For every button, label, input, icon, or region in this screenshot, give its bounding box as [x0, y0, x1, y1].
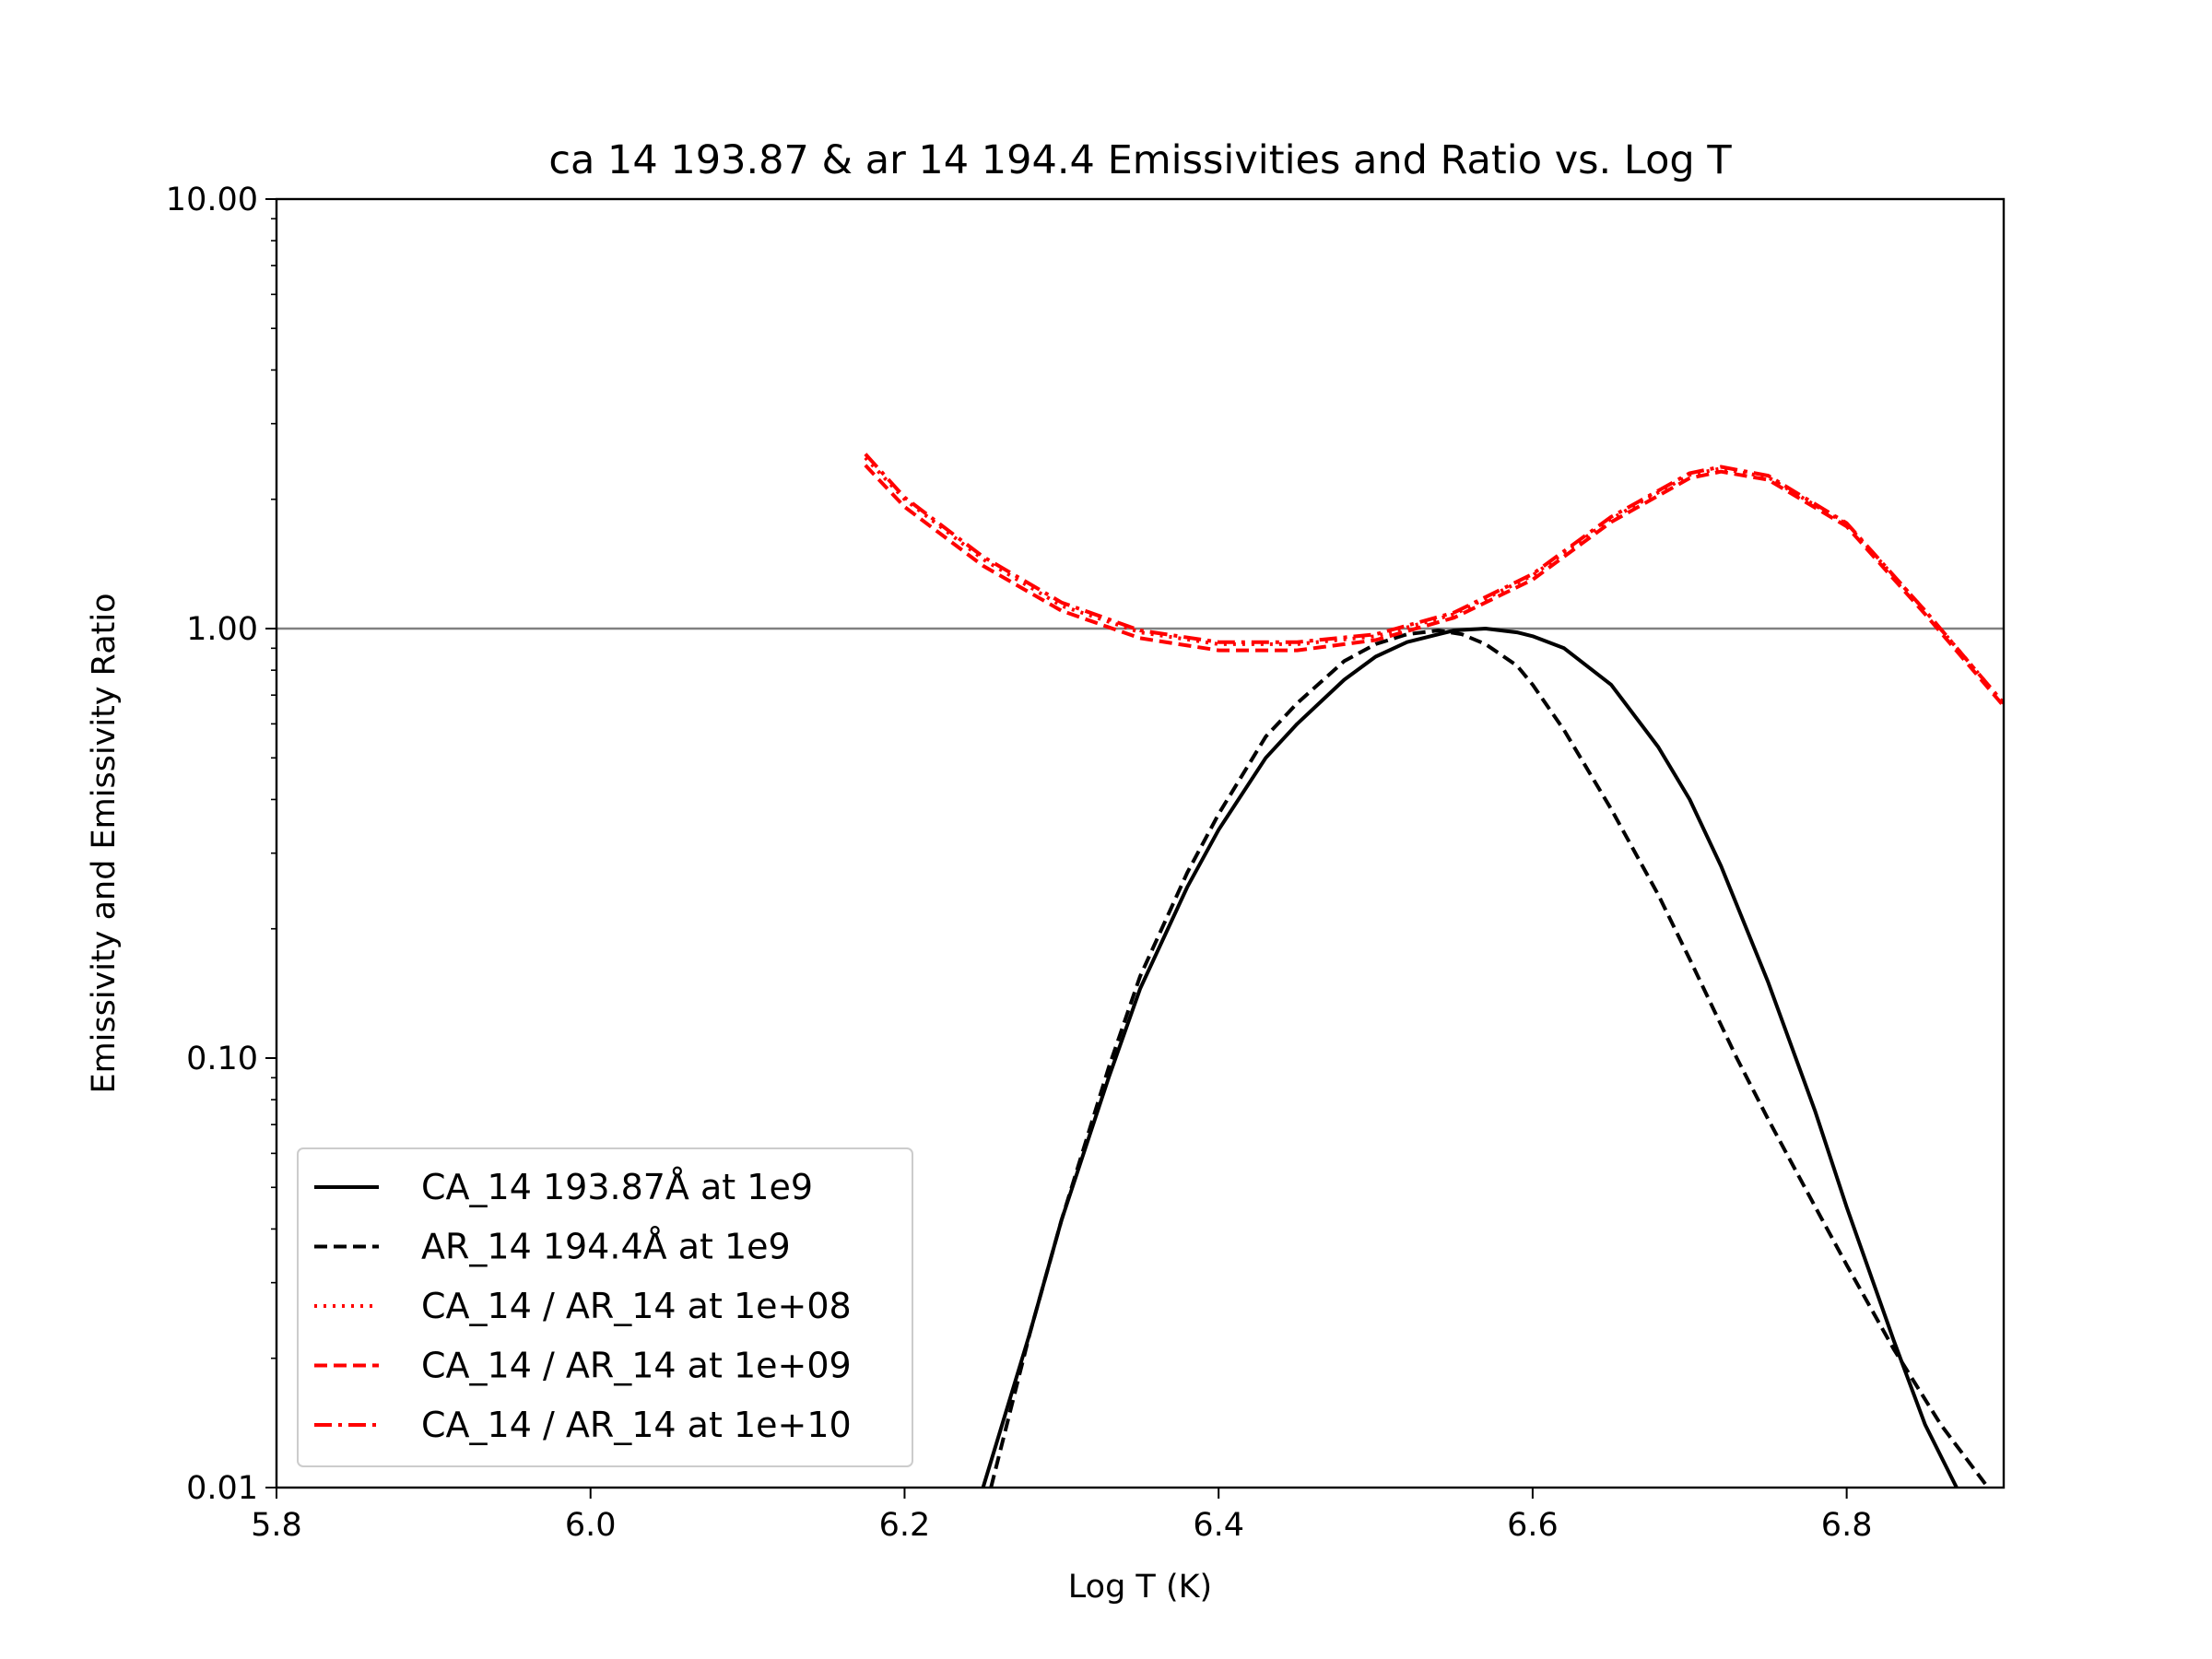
y-axis: 0.01 0.10 1.00 10.00: [166, 182, 276, 1507]
y-tick-label: 1.00: [186, 611, 258, 648]
legend: CA_14 193.87Å at 1e9 AR_14 194.4Å at 1e9 C…: [297, 1147, 913, 1467]
series-line-1: [981, 627, 1959, 1488]
series-line-2: [989, 629, 1990, 1488]
series-line-5: [864, 453, 2004, 705]
legend-label: CA_14 / AR_14 at 1e+08: [421, 1286, 852, 1326]
x-tick-label: 6.6: [1507, 1507, 1559, 1544]
legend-label: CA_14 193.87Å at 1e9: [421, 1167, 813, 1207]
x-axis: 5.8 6.0 6.2 6.4 6.6 6.8: [251, 1488, 1872, 1544]
legend-label: CA_14 / AR_14 at 1e+09: [421, 1346, 852, 1386]
legend-label: AR_14 194.4Å at 1e9: [421, 1227, 791, 1267]
x-tick-label: 6.0: [565, 1507, 617, 1544]
x-tick-label: 5.8: [251, 1507, 302, 1544]
legend-label: CA_14 / AR_14 at 1e+10: [421, 1405, 852, 1445]
plot-frame: [275, 197, 2006, 1489]
y-tick-label: 0.01: [186, 1470, 258, 1507]
y-tick-label: 10.00: [166, 182, 258, 218]
series-line-4: [864, 464, 2004, 708]
x-axis-label: Log T (K): [1068, 1569, 1212, 1606]
y-axis-label: Emissivity and Emissivity Ratio: [86, 593, 123, 1093]
chart-title: ca 14 193.87 & ar 14 194.4 Emissivities …: [548, 137, 1732, 183]
y-tick-label: 0.10: [186, 1041, 258, 1077]
x-tick-label: 6.2: [879, 1507, 931, 1544]
x-tick-label: 6.4: [1193, 1507, 1244, 1544]
legend-box: [297, 1147, 913, 1467]
x-tick-label: 6.8: [1821, 1507, 1873, 1544]
